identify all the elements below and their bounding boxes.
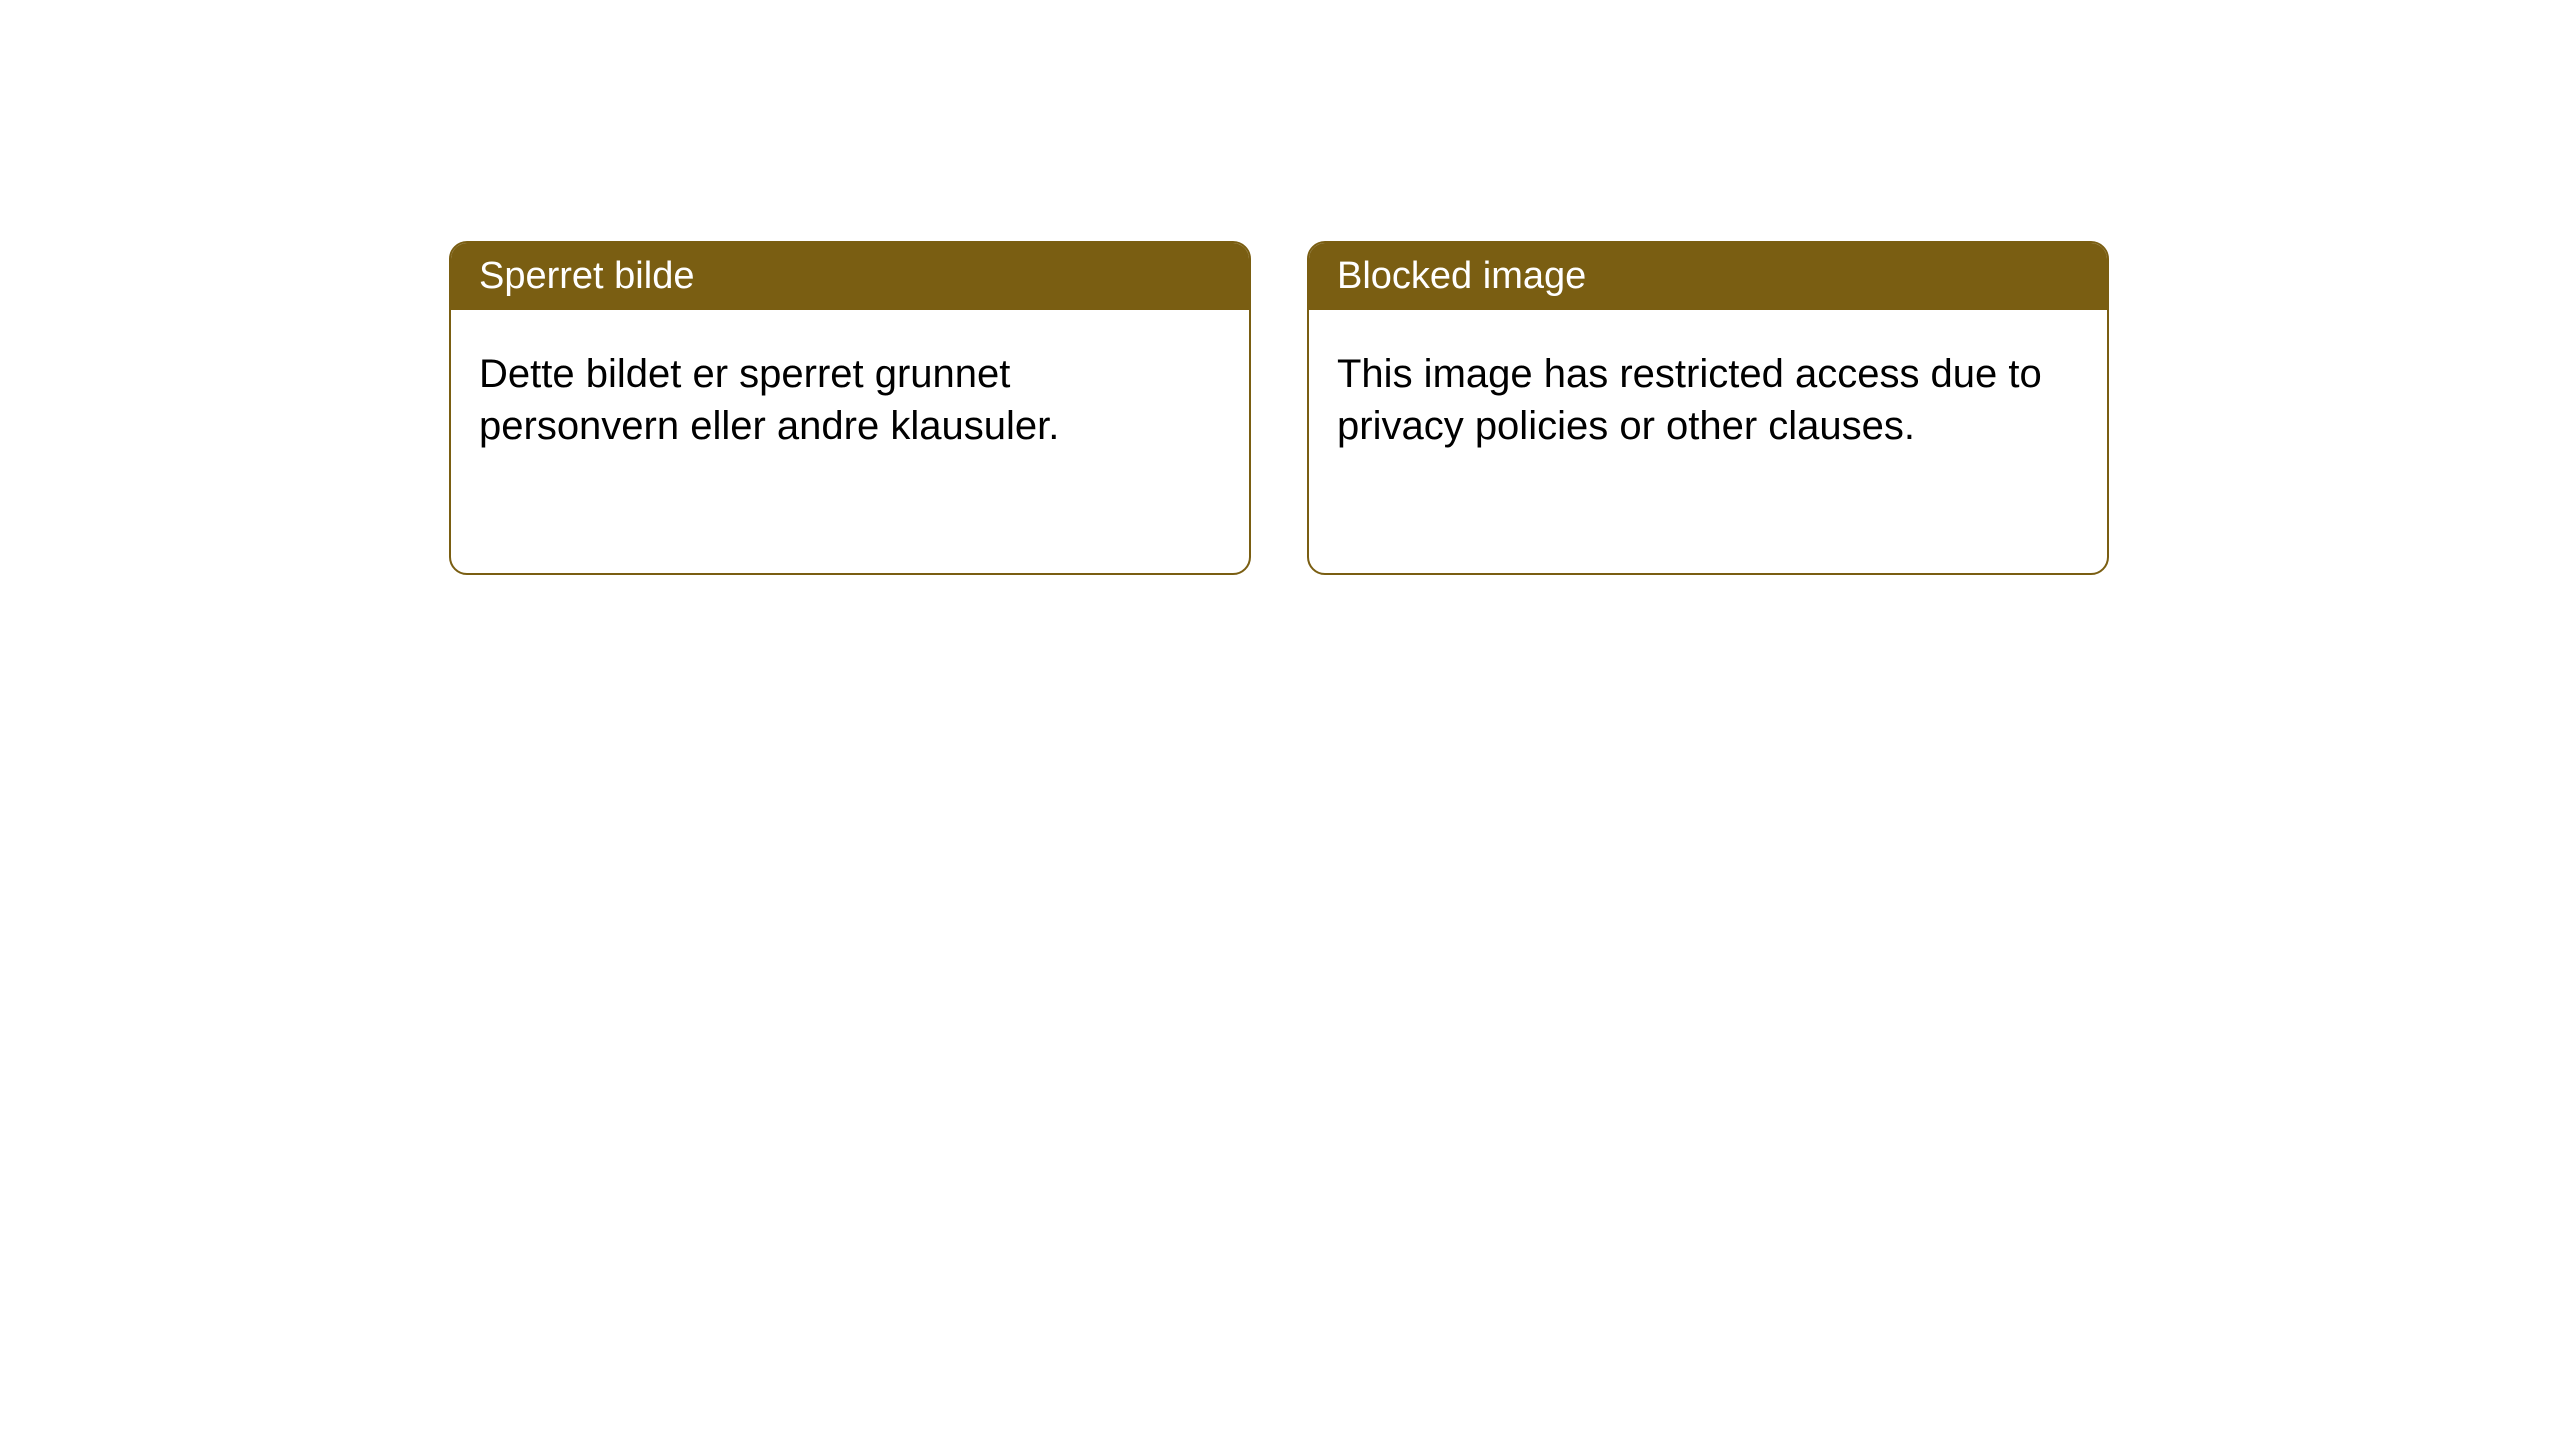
card-title-no: Sperret bilde bbox=[479, 255, 694, 297]
card-title-en: Blocked image bbox=[1337, 255, 1586, 297]
card-message-no: Dette bildet er sperret grunnet personve… bbox=[479, 352, 1059, 448]
card-body-no: Dette bildet er sperret grunnet personve… bbox=[451, 310, 1249, 490]
card-header-en: Blocked image bbox=[1309, 243, 2107, 310]
card-header-no: Sperret bilde bbox=[451, 243, 1249, 310]
card-message-en: This image has restricted access due to … bbox=[1337, 352, 2042, 448]
blocked-image-card-no: Sperret bilde Dette bildet er sperret gr… bbox=[449, 241, 1251, 575]
blocked-image-card-en: Blocked image This image has restricted … bbox=[1307, 241, 2109, 575]
notice-container: Sperret bilde Dette bildet er sperret gr… bbox=[0, 0, 2560, 575]
card-body-en: This image has restricted access due to … bbox=[1309, 310, 2107, 490]
